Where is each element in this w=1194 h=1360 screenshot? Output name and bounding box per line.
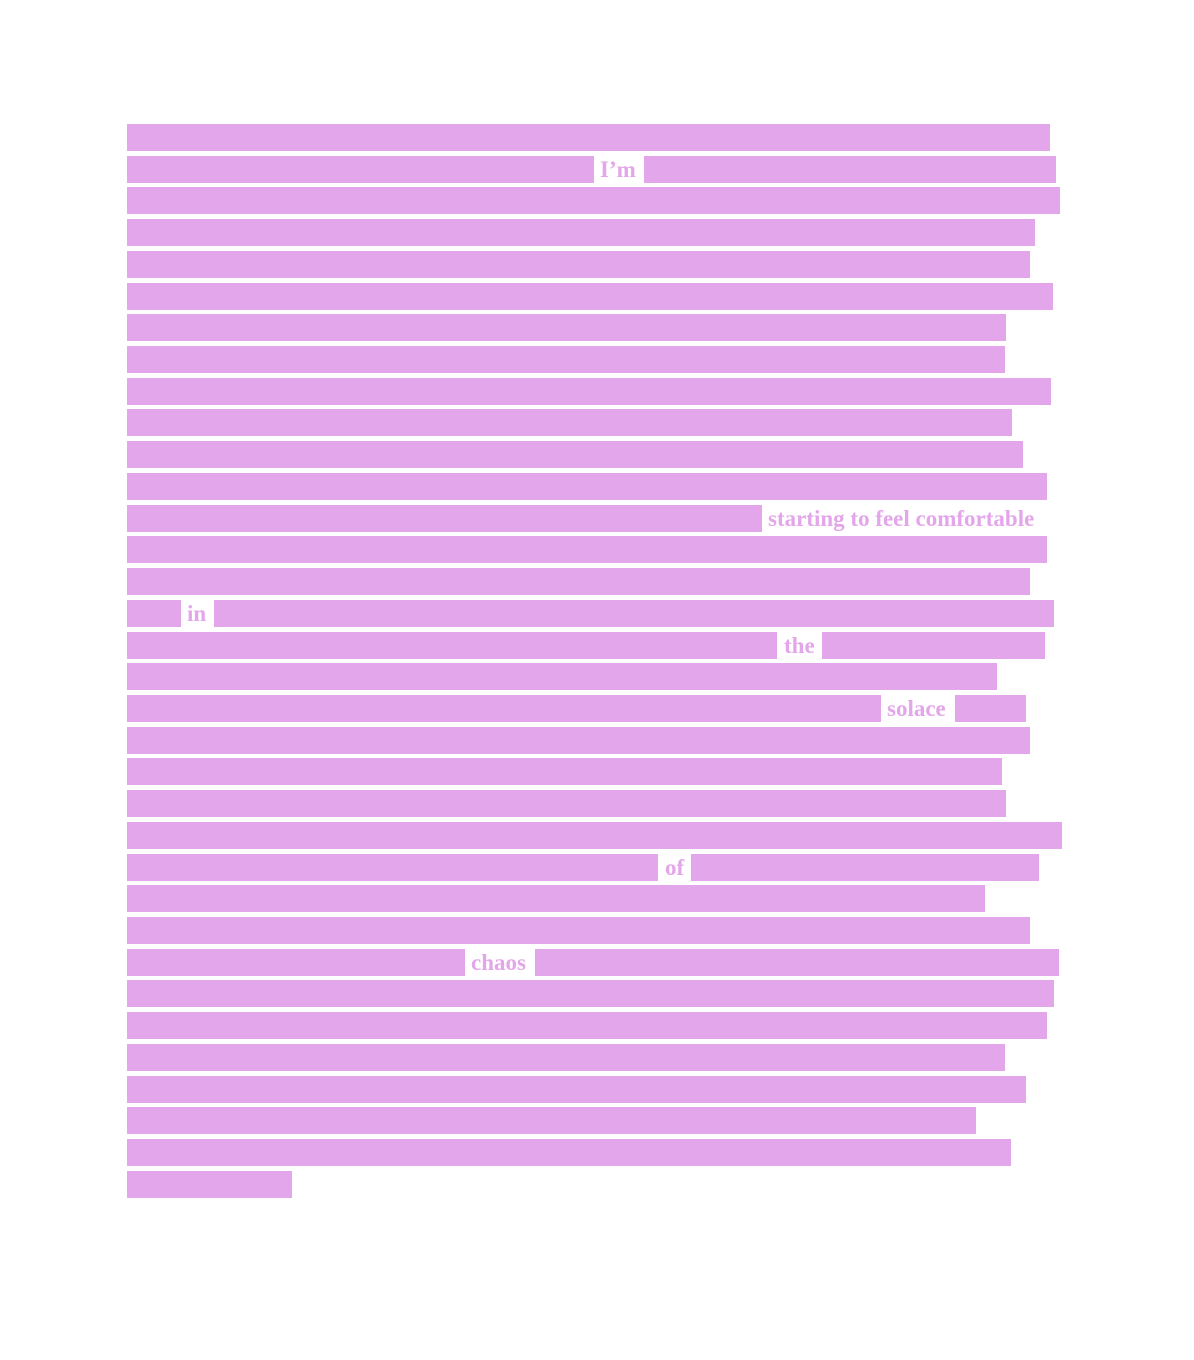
redaction-bar: [127, 251, 1030, 278]
poem-word: solace: [887, 696, 946, 721]
redaction-bar: [127, 980, 1054, 1007]
redaction-bar: [127, 568, 1030, 595]
redaction-bar: [127, 378, 1051, 405]
redaction-bar: [214, 600, 1054, 627]
redaction-bar: [127, 505, 762, 532]
redaction-bar: [127, 917, 1030, 944]
poem-word: of: [665, 855, 685, 880]
redaction-bar: [535, 949, 1059, 976]
poem-word: I’m: [600, 157, 636, 182]
redaction-bar: [127, 1139, 1011, 1166]
redaction-bar: [127, 473, 1047, 500]
poem-word: chaos: [471, 950, 526, 975]
poem-word: the: [784, 633, 815, 658]
redaction-bar: [127, 663, 997, 690]
redaction-bar: [127, 1107, 976, 1134]
redaction-bar: [127, 156, 594, 183]
redaction-bar: [127, 727, 1030, 754]
redaction-bar: [127, 219, 1035, 246]
redaction-bar: [127, 885, 985, 912]
redaction-bar: [691, 854, 1039, 881]
redaction-bar: [127, 346, 1005, 373]
redaction-bar: [127, 536, 1047, 563]
redaction-bar: [127, 854, 658, 881]
redaction-bar: [127, 695, 881, 722]
redaction-bar: [127, 1012, 1047, 1039]
redaction-bar: [822, 632, 1045, 659]
poem-word: starting to feel comfortable: [768, 506, 1035, 531]
redaction-bar: [127, 822, 1062, 849]
redaction-bar: [127, 1044, 1005, 1071]
redaction-bar: [127, 1171, 292, 1198]
redaction-bar: [127, 283, 1053, 310]
redaction-bar: [127, 790, 1006, 817]
redaction-bar: [127, 632, 777, 659]
redaction-bar: [127, 187, 1060, 214]
redaction-bar: [644, 156, 1056, 183]
redaction-bar: [955, 695, 1026, 722]
redaction-bar: [127, 600, 181, 627]
redaction-bar: [127, 441, 1023, 468]
redaction-bar: [127, 1076, 1026, 1103]
poem-word: in: [187, 601, 207, 626]
redaction-bar: [127, 758, 1002, 785]
redaction-bar: [127, 949, 465, 976]
redaction-bar: [127, 124, 1050, 151]
redaction-bar: [127, 409, 1012, 436]
redaction-bar: [127, 314, 1006, 341]
